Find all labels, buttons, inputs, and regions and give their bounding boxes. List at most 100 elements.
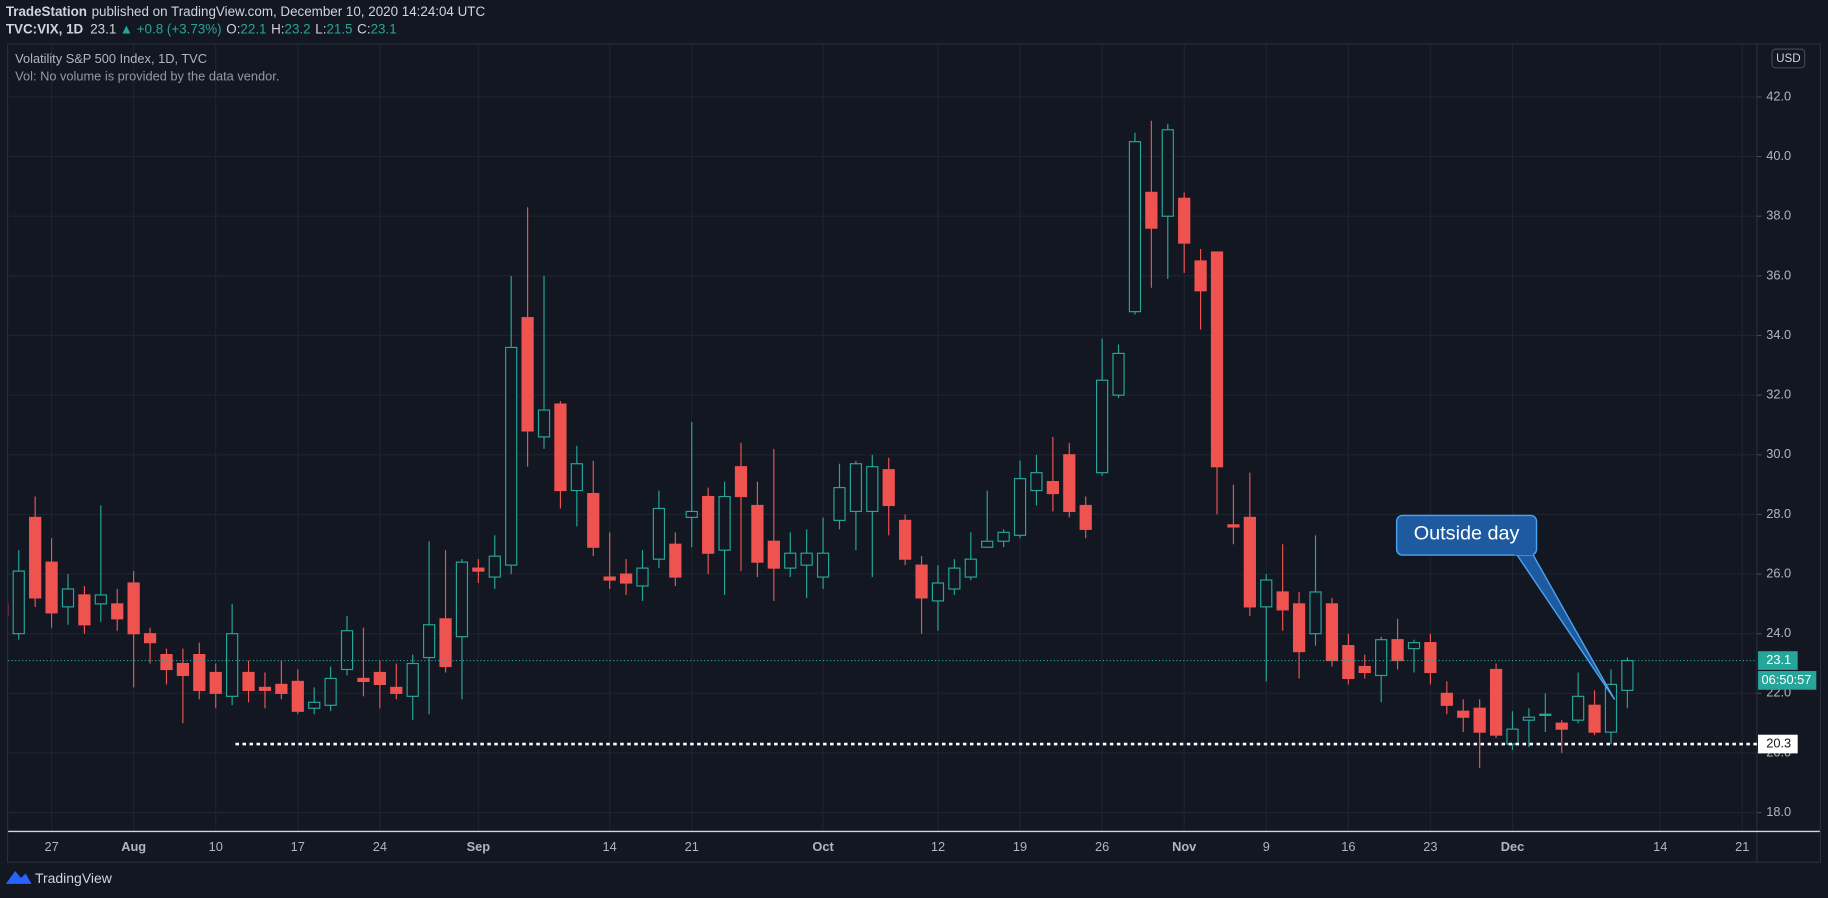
candle-body bbox=[29, 516, 42, 599]
candle-body bbox=[882, 469, 895, 507]
y-tick-label: 26.0 bbox=[1766, 565, 1791, 580]
callout-box[interactable] bbox=[1395, 514, 1538, 556]
candle-body bbox=[652, 507, 666, 560]
candle-body bbox=[702, 495, 715, 554]
y-tick-label: 42.0 bbox=[1766, 88, 1791, 103]
candle-body bbox=[12, 570, 25, 635]
candle-body bbox=[1604, 683, 1618, 733]
y-tick-label: 30.0 bbox=[1766, 446, 1791, 461]
candle-body bbox=[1178, 197, 1191, 244]
y-tick-label: 18.0 bbox=[1766, 804, 1791, 819]
x-tick-label: Nov bbox=[1172, 839, 1197, 854]
candle-body bbox=[390, 686, 403, 694]
y-tick-label: 36.0 bbox=[1766, 267, 1791, 282]
candle-body bbox=[1095, 379, 1109, 474]
candle-body bbox=[636, 567, 649, 587]
candle-body bbox=[1489, 668, 1503, 736]
x-tick-label: Oct bbox=[812, 839, 834, 854]
candle-body bbox=[226, 633, 239, 697]
currency-badge[interactable] bbox=[1771, 48, 1806, 69]
countdown: 06:50:57 bbox=[1762, 672, 1812, 687]
candle-body bbox=[784, 552, 797, 569]
candle-body bbox=[1309, 591, 1322, 635]
candle-body bbox=[1063, 454, 1076, 513]
candle-body bbox=[1030, 472, 1043, 492]
support-price-label: 20.3 bbox=[1766, 735, 1791, 750]
x-tick-label: 10 bbox=[209, 839, 223, 854]
candle-body bbox=[1358, 665, 1371, 674]
y-tick-label: 28.0 bbox=[1766, 506, 1791, 521]
x-tick-label: Aug bbox=[121, 839, 146, 854]
footer-brand: TradingView bbox=[35, 870, 113, 886]
candle-body bbox=[439, 618, 452, 668]
annotation: Outside day bbox=[1414, 522, 1520, 544]
candle-body bbox=[1210, 251, 1224, 468]
y-tick-label: 24.0 bbox=[1766, 625, 1791, 640]
candle-body bbox=[1440, 692, 1453, 706]
candle-body bbox=[455, 561, 469, 638]
candle-body bbox=[866, 466, 879, 513]
candle-body bbox=[1522, 716, 1536, 721]
logo bbox=[5, 871, 32, 884]
candle-body bbox=[242, 671, 255, 691]
candle-body bbox=[931, 582, 945, 602]
candle-body bbox=[1079, 504, 1092, 530]
candle-body bbox=[1243, 516, 1256, 608]
candle-body bbox=[1145, 191, 1158, 229]
candle-body bbox=[1046, 481, 1059, 495]
candle-body bbox=[176, 662, 190, 677]
ohlc-label: C: bbox=[357, 21, 370, 36]
candle-body bbox=[997, 531, 1010, 542]
y-tick-label: 38.0 bbox=[1766, 208, 1791, 223]
candle-body bbox=[1407, 642, 1421, 650]
candle-body bbox=[1424, 642, 1437, 674]
footer: TradingView bbox=[5, 870, 113, 886]
x-tick-label: 12 bbox=[931, 839, 945, 854]
candle-body bbox=[1260, 579, 1273, 608]
y-tick-label: 34.0 bbox=[1766, 327, 1791, 342]
candle-body bbox=[619, 573, 633, 584]
candle-body bbox=[1342, 645, 1355, 680]
x-tick-label: 27 bbox=[44, 839, 58, 854]
header-line: TradeStation published on TradingView.com… bbox=[6, 3, 486, 18]
candle-body bbox=[94, 594, 107, 605]
candle-body bbox=[406, 662, 419, 697]
candle-body bbox=[373, 671, 386, 685]
candle-body bbox=[488, 555, 501, 578]
candle-body bbox=[1572, 695, 1585, 721]
callout: Outside day bbox=[1395, 514, 1616, 701]
y-tick-label: 32.0 bbox=[1766, 387, 1791, 402]
x-tick-label: 14 bbox=[603, 839, 617, 854]
candle-body bbox=[1128, 141, 1142, 313]
candle-body bbox=[587, 492, 600, 548]
candle-body bbox=[258, 686, 272, 691]
candle-body bbox=[275, 683, 288, 694]
candle-body bbox=[816, 552, 830, 578]
candle-body bbox=[143, 633, 157, 644]
candle-body bbox=[1555, 722, 1568, 730]
candle-body bbox=[61, 588, 75, 608]
candle-body bbox=[1457, 710, 1470, 718]
candle-body bbox=[308, 701, 321, 709]
candle-body bbox=[964, 558, 977, 578]
overlay: 20.3 23.1 06:50:57 bbox=[8, 651, 1817, 754]
last-price-badge bbox=[1758, 651, 1798, 670]
candle-body bbox=[981, 540, 994, 548]
candle-body bbox=[422, 624, 436, 659]
x-tick-label: 16 bbox=[1341, 839, 1355, 854]
currency: USD bbox=[1776, 52, 1801, 65]
candle-body bbox=[45, 561, 58, 614]
ohlc-value: 22.1 bbox=[240, 21, 266, 36]
candle-body bbox=[685, 510, 698, 518]
x-tick-label: 21 bbox=[685, 839, 699, 854]
candle-body bbox=[291, 680, 304, 712]
chart-frame bbox=[6, 43, 1822, 863]
ohlc-value: 23.1 bbox=[371, 21, 397, 36]
candle-body bbox=[111, 603, 124, 620]
candle-body bbox=[849, 463, 863, 513]
x-tick-label: 9 bbox=[1263, 839, 1270, 854]
callout-join bbox=[1514, 550, 1534, 556]
candle-body bbox=[1161, 129, 1174, 217]
candle-body bbox=[505, 346, 518, 566]
candle-body bbox=[570, 463, 583, 492]
